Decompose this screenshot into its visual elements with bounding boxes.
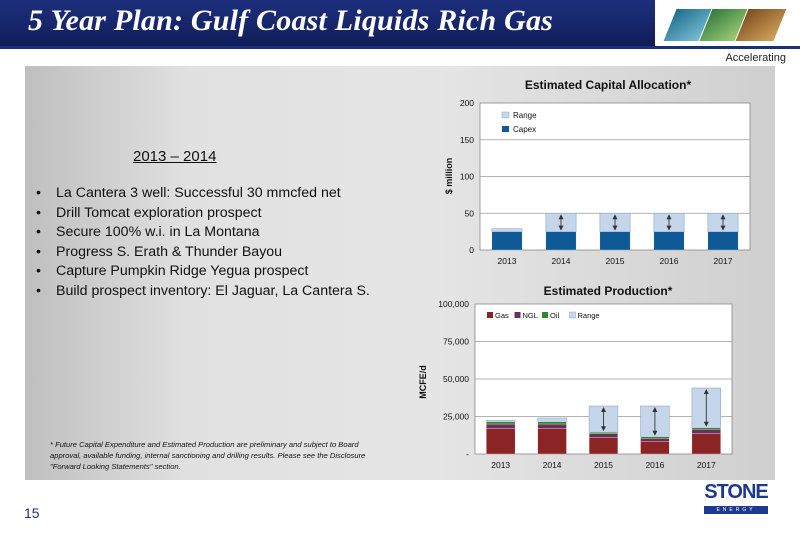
bar-gas	[640, 441, 670, 455]
y-tick-label: 200	[460, 98, 474, 108]
x-tick-label: 2015	[606, 256, 625, 266]
bar-oil	[588, 432, 619, 434]
bar-ngl	[537, 423, 567, 429]
title-bar: 5 Year Plan: Gulf Coast Liquids Rich Gas	[0, 0, 655, 46]
period-heading: 2013 – 2014	[133, 148, 217, 165]
range-arrow-head	[652, 407, 658, 412]
production-chart: Estimated Production* MCFE/d - 25,000 50,0…	[418, 284, 733, 470]
bar-oil	[640, 436, 670, 439]
chart-title: Estimated Capital Allocation*	[525, 78, 692, 92]
bullet-item: Drill Tomcat exploration prospect	[36, 204, 370, 224]
legend-label: Range	[513, 111, 537, 120]
x-tick-label: 2016	[660, 256, 679, 266]
bar-oil	[537, 421, 567, 425]
bar-oil	[691, 427, 721, 430]
x-tick-label: 2017	[714, 256, 733, 266]
x-tick-label: 2013	[498, 256, 517, 266]
bar-capex	[707, 231, 739, 251]
legend-label: Capex	[513, 125, 536, 134]
x-tick-label: 2015	[594, 460, 613, 470]
bar-capex	[599, 231, 631, 251]
bar-gas	[691, 433, 721, 455]
x-tick-label: 2017	[697, 460, 716, 470]
y-tick-label: 25,000	[443, 412, 469, 422]
bullet-item: Capture Pumpkin Ridge Yegua prospect	[36, 262, 370, 282]
y-axis-label: $ million	[444, 158, 454, 195]
bar-ngl	[588, 433, 619, 438]
bar-gas	[537, 428, 567, 455]
bar-gas	[588, 437, 619, 455]
legend-label: Gas	[495, 311, 509, 320]
range-arrow-head	[703, 389, 709, 394]
header-image-strip	[655, 6, 800, 46]
chart-title: Estimated Production*	[544, 284, 673, 298]
title-underline	[0, 46, 800, 49]
range-bar	[537, 417, 567, 423]
bar-ngl	[691, 429, 721, 434]
bar-capex	[545, 231, 577, 251]
y-tick-label: 50	[465, 208, 475, 218]
range-arrow-head	[652, 430, 658, 436]
footnote: * Future Capital Expenditure and Estimat…	[50, 440, 366, 471]
y-tick-label: 75,000	[443, 337, 469, 347]
legend-swatch-gas	[487, 312, 493, 318]
range-arrow-head	[720, 214, 726, 220]
bar-capex	[653, 231, 685, 251]
range-bar	[491, 228, 523, 232]
x-tick-label: 2014	[552, 256, 571, 266]
bar-ngl	[486, 423, 516, 429]
y-tick-label: 100	[460, 172, 474, 182]
range-bar	[486, 419, 516, 423]
range-arrow-head	[612, 214, 618, 220]
y-tick-label: 50,000	[443, 374, 469, 384]
y-tick-label: -	[466, 449, 469, 459]
bar-capex	[491, 231, 523, 251]
legend-label: Range	[578, 311, 600, 320]
bar-oil	[486, 421, 516, 425]
y-tick-label: 0	[469, 245, 474, 255]
bullet-item: La Cantera 3 well: Successful 30 mmcfed …	[36, 184, 370, 204]
bullet-list: La Cantera 3 well: Successful 30 mmcfed …	[36, 184, 370, 302]
range-arrow-head	[666, 225, 672, 231]
slide-title: 5 Year Plan: Gulf Coast Liquids Rich Gas	[28, 4, 554, 37]
legend-label: Oil	[550, 311, 560, 320]
company-logo-sub: ENERGY	[704, 506, 768, 514]
x-tick-label: 2013	[491, 460, 510, 470]
y-tick-label: 150	[460, 135, 474, 145]
range-arrow-head	[703, 421, 709, 427]
range-arrow-head	[612, 225, 618, 231]
legend-swatch-range	[569, 311, 576, 319]
x-tick-label: 2014	[543, 460, 562, 470]
bullet-item: Build prospect inventory: El Jaguar, La …	[36, 282, 370, 302]
range-arrow-head	[601, 426, 606, 432]
legend-label: NGL	[523, 311, 538, 320]
range-arrow-head	[558, 225, 564, 231]
company-logo: STONE	[704, 481, 769, 503]
y-axis-label: MCFE/d	[418, 365, 428, 399]
legend-swatch-capex	[502, 126, 509, 132]
bar-ngl	[640, 438, 670, 442]
bar-gas	[486, 428, 516, 455]
capital-allocation-chart: Estimated Capital Allocation* $ million …	[444, 78, 751, 266]
range-arrow-head	[601, 407, 606, 412]
bullet-item: Progress S. Erath & Thunder Bayou	[36, 243, 370, 263]
tagline: Accelerating	[725, 52, 786, 64]
legend-swatch-ngl	[514, 312, 521, 318]
range-arrow-head	[720, 225, 726, 231]
range-arrow-head	[666, 214, 672, 220]
page-number: 15	[24, 505, 40, 521]
legend-swatch-oil	[542, 312, 548, 318]
y-tick-label: 100,000	[438, 299, 469, 309]
x-tick-label: 2016	[645, 460, 664, 470]
range-arrow-head	[558, 214, 564, 220]
bullet-item: Secure 100% w.i. in La Montana	[36, 223, 370, 243]
legend-swatch-range	[501, 111, 510, 119]
